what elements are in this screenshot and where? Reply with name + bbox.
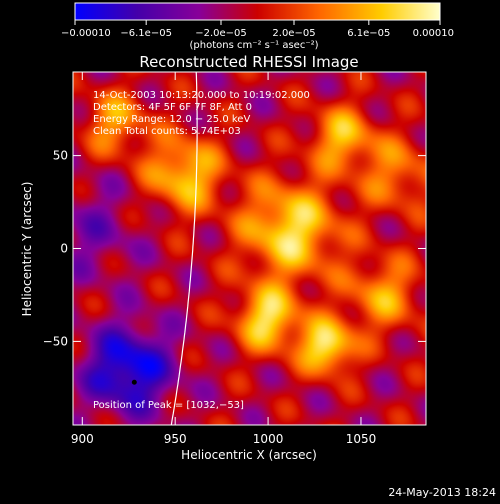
info-line-time-range: 14-Oct-2003 10:13:20.000 to 10:19:02.000 — [93, 90, 310, 101]
footer-datetime: 24-May-2013 18:24 — [388, 486, 496, 499]
x-tick-label: 950 — [164, 432, 187, 446]
colorbar-tick-label: −6.1e−05 — [120, 28, 172, 39]
colorbar-tick-label: −2.0e−05 — [195, 28, 247, 39]
x-tick-label: 1000 — [253, 432, 284, 446]
colorbar-ticks: −0.00010 −6.1e−05 −2.0e−05 2.0e−05 6.1e−05 0.… — [61, 20, 454, 39]
info-block: 14-Oct-2003 10:13:20.000 to 10:19:02.000… — [93, 90, 310, 137]
y-axis-label: Heliocentric Y (arcsec) — [20, 182, 34, 317]
plot-area: 900 950 1000 1050 50 0 −50 — [43, 71, 427, 446]
chart-title: Reconstructed RHESSI Image — [139, 53, 358, 71]
colorbar-gradient — [74, 2, 441, 21]
y-tick-label: 50 — [53, 149, 68, 163]
colorbar-tick-label: 0.00010 — [413, 28, 454, 39]
heatmap-image — [73, 72, 426, 425]
heatmap-image-holder — [73, 72, 426, 425]
peak-position-annotation: Position of Peak = [1032,−53] — [93, 400, 244, 411]
limb-marker — [131, 379, 137, 385]
info-line-detectors: Detectors: 4F 5F 6F 7F 8F, Att 0 — [93, 102, 252, 113]
y-tick-label: 0 — [60, 242, 68, 256]
x-axis-label: Heliocentric X (arcsec) — [181, 448, 317, 462]
colorbar: −0.00010 −6.1e−05 −2.0e−05 2.0e−05 6.1e−05 0.… — [61, 2, 454, 51]
colorbar-unit-label: (photons cm⁻² s⁻¹ asec⁻²) — [189, 40, 318, 51]
colorbar-tick-label: 6.1e−05 — [347, 28, 390, 39]
info-line-clean-counts: Clean Total counts: 5.74E+03 — [93, 126, 241, 137]
colorbar-tick-label: 2.0e−05 — [272, 28, 315, 39]
info-line-energy-range: Energy Range: 12.0 − 25.0 keV — [93, 114, 250, 125]
solar-limb-line — [170, 72, 198, 425]
x-tick-label: 900 — [71, 432, 94, 446]
axis-ticks: 900 950 1000 1050 50 0 −50 — [43, 72, 426, 446]
x-tick-label: 1050 — [346, 432, 377, 446]
colorbar-tick-label: −0.00010 — [61, 28, 111, 39]
y-tick-label: −50 — [43, 334, 68, 348]
